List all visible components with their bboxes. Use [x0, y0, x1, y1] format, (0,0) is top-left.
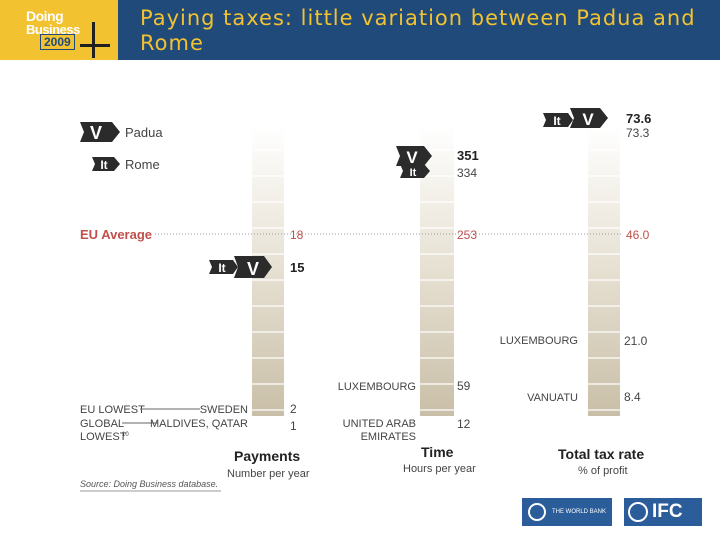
legend-label-padua: Padua [125, 125, 163, 140]
time-rome-value: 334 [457, 166, 477, 180]
header-bar: Doing Business 2009 Paying taxes: little… [0, 0, 720, 60]
legend-badge-padua-text: V [90, 123, 102, 143]
ifc-globe-icon [628, 502, 648, 522]
payments-title: Payments [234, 448, 300, 464]
eu-average-label: EU Average [80, 227, 152, 242]
rate-title: Total tax rate [558, 446, 644, 462]
rate-vanuatu-value: 8.4 [624, 390, 641, 404]
logo-cross-horizontal [80, 44, 110, 47]
rate-badge-rome: It [543, 113, 573, 128]
global-lowest-footnote: 10 [122, 432, 129, 438]
world-bank-globe-icon [528, 503, 546, 521]
legend-badge-rome-text: It [100, 158, 107, 172]
tax-chart: V Padua It Rome EU Average 18 It V 15 2 … [80, 108, 651, 492]
world-bank-logo: THE WORLD BANK [522, 498, 612, 526]
rate-luxembourg-value: 21.0 [624, 334, 648, 348]
payments-eu-lowest-value: 2 [290, 402, 297, 416]
slide-title: Paying taxes: little variation between P… [140, 6, 696, 55]
payments-padua-value: 15 [290, 260, 304, 275]
payments-global-lowest-value: 1 [290, 419, 297, 433]
logo-year: 2009 [40, 34, 75, 50]
payments-badge-padua-text: V [247, 259, 259, 279]
time-luxembourg-label: LUXEMBOURG [338, 381, 416, 393]
global-lowest-label-line1: GLOBAL [80, 418, 124, 430]
time-uae-label-line1: UNITED ARAB [343, 418, 416, 430]
rate-luxembourg-label: LUXEMBOURG [500, 335, 578, 347]
rate-rome-value: 73.3 [626, 126, 650, 140]
ifc-label: IFC [652, 501, 683, 522]
eu-lowest-label: EU LOWEST [80, 404, 145, 416]
rate-badge-padua: V [570, 108, 608, 129]
payments-badge-padua: V [234, 256, 272, 279]
legend-badge-rome: It [92, 157, 120, 172]
logo-line1: Doing [26, 8, 64, 24]
eu-lowest-country: SWEDEN [200, 404, 248, 416]
world-bank-label: THE WORLD BANK [552, 509, 607, 515]
global-lowest-country: MALDIVES, QATAR [150, 418, 248, 430]
time-padua-value: 351 [457, 148, 479, 163]
time-badge-rome: It [400, 164, 430, 179]
legend: V Padua It Rome [80, 122, 163, 172]
payments-badge-rome-text: It [218, 261, 225, 275]
column-segments [252, 149, 620, 411]
time-luxembourg-value: 59 [457, 379, 471, 393]
rate-subtitle: % of profit [578, 465, 628, 477]
rate-badge-padua-text: V [582, 110, 594, 129]
rate-badge-rome-text: It [553, 114, 560, 128]
rate-vanuatu-label: VANUATU [527, 392, 578, 404]
time-badge-padua: V [396, 146, 432, 167]
time-eu-average-value: 253 [457, 228, 477, 242]
logo-cross-vertical [92, 22, 95, 58]
legend-label-rome: Rome [125, 157, 160, 172]
time-subtitle: Hours per year [403, 463, 476, 475]
legend-badge-padua: V [80, 122, 120, 143]
time-badge-rome-text: It [410, 167, 417, 179]
rate-eu-average-value: 46.0 [626, 228, 650, 242]
payments-subtitle: Number per year [227, 468, 310, 480]
column-total-tax-rate [588, 126, 620, 416]
time-title: Time [421, 444, 454, 460]
doing-business-logo: Doing Business 2009 [0, 0, 118, 60]
time-uae-value: 12 [457, 417, 471, 431]
ifc-logo: IFC [624, 498, 702, 526]
chart-area: V Padua It Rome EU Average 18 It V 15 2 … [0, 60, 720, 500]
payments-eu-average-value: 18 [290, 228, 304, 242]
payments-badge-rome: It [209, 260, 238, 275]
logo-line2: Business [26, 22, 80, 37]
global-lowest-label-line2: LOWEST [80, 431, 127, 443]
time-uae-label-line2: EMIRATES [361, 431, 416, 443]
source-note: Source: Doing Business database. [80, 479, 218, 489]
rate-padua-value: 73.6 [626, 111, 651, 126]
time-badge-padua-text: V [406, 148, 418, 167]
